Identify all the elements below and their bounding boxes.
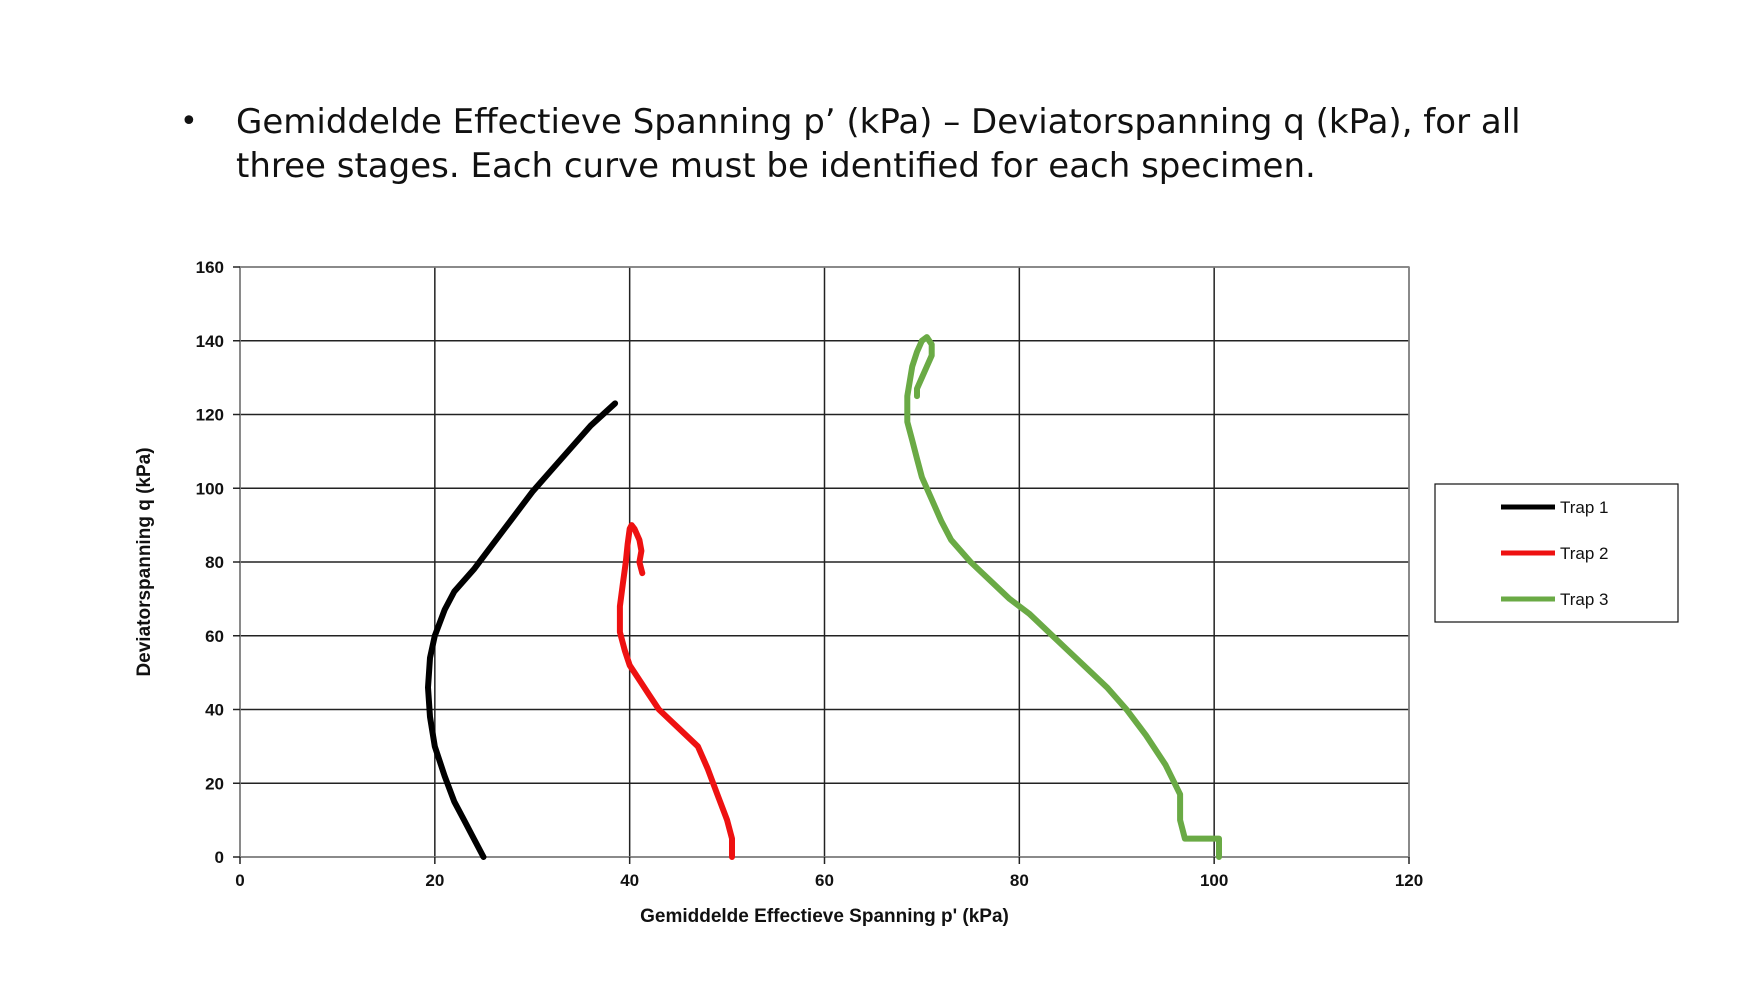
series-line — [904, 334, 1222, 860]
legend-label: Trap 3 — [1560, 590, 1609, 609]
y-axis-title: Deviatorspanning q (kPa) — [134, 447, 155, 676]
x-tick-label: 0 — [235, 871, 244, 890]
y-tick-label: 160 — [196, 258, 224, 277]
x-tick-label: 100 — [1200, 871, 1228, 890]
series-line — [425, 400, 619, 860]
legend-label: Trap 1 — [1560, 498, 1609, 517]
y-tick-label: 140 — [196, 332, 224, 351]
legend: Trap 1 Trap 2 Trap 3 — [1434, 483, 1679, 623]
y-tick-label: 40 — [205, 701, 224, 720]
series-lines — [425, 334, 1222, 860]
legend-label: Trap 2 — [1560, 544, 1609, 563]
y-tick-label: 0 — [215, 848, 224, 867]
x-axis-title: Gemiddelde Effectieve Spanning p' (kPa) — [640, 906, 1009, 927]
x-tick-label: 80 — [1010, 871, 1029, 890]
series-line — [616, 522, 735, 860]
x-tick-label: 120 — [1395, 871, 1423, 890]
slide-bullet-text: Gemiddelde Effectieve Spanning p’ (kPa) … — [236, 102, 1521, 186]
x-tick-label: 60 — [815, 871, 834, 890]
y-tick-label: 20 — [205, 774, 224, 793]
y-tick-label: 120 — [196, 406, 224, 425]
grid — [239, 266, 1410, 858]
slide-bullet-row: • Gemiddelde Effectieve Spanning p’ (kPa… — [180, 100, 1600, 188]
y-axis-ticks: 0 20 40 60 80 100 120 140 160 — [196, 258, 240, 867]
legend-box — [1434, 483, 1679, 623]
x-tick-label: 20 — [425, 871, 444, 890]
bullet-marker: • — [180, 104, 198, 139]
y-tick-label: 60 — [205, 627, 224, 646]
y-tick-label: 80 — [205, 553, 224, 572]
x-tick-label: 40 — [620, 871, 639, 890]
y-tick-label: 100 — [196, 479, 224, 498]
x-axis-ticks: 0 20 40 60 80 100 120 — [235, 857, 1423, 890]
